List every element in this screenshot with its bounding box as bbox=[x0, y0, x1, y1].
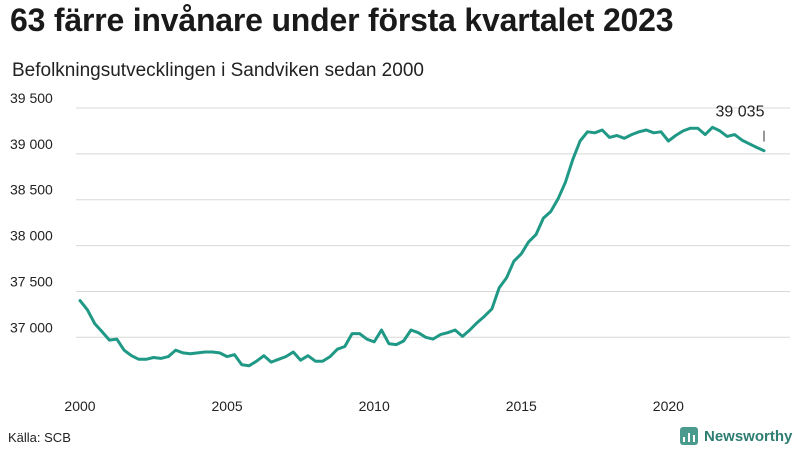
x-tick-label: 2015 bbox=[506, 398, 537, 414]
y-tick-label: 39 000 bbox=[10, 136, 53, 152]
end-value-label: 39 035 bbox=[716, 104, 765, 121]
x-axis-ticks: 2000 2005 2010 2015 2020 bbox=[64, 398, 684, 414]
population-line bbox=[78, 125, 766, 368]
y-tick-label: 38 500 bbox=[10, 182, 53, 198]
x-tick-label: 2000 bbox=[64, 398, 95, 414]
x-tick-label: 2005 bbox=[212, 398, 243, 414]
line-chart: 37 000 37 500 38 000 38 500 39 000 39 500 200… bbox=[10, 90, 790, 414]
brand-logo[interactable]: Newsworthy bbox=[680, 425, 792, 447]
source-note: Källa: SCB bbox=[8, 430, 71, 445]
chart-subtitle: Befolkningsutvecklingen i Sandviken seda… bbox=[12, 60, 424, 81]
y-axis-ticks: 37 000 37 500 38 000 38 500 39 000 39 500 bbox=[10, 90, 53, 335]
gridlines bbox=[76, 107, 790, 338]
y-tick-label: 38 000 bbox=[10, 228, 53, 244]
y-tick-label: 39 500 bbox=[10, 90, 53, 106]
y-tick-label: 37 000 bbox=[10, 319, 53, 335]
bar-chart-icon bbox=[680, 427, 698, 445]
chart-title: 63 färre invånare under första kvartalet… bbox=[10, 2, 674, 38]
brand-name: Newsworthy bbox=[704, 427, 793, 445]
x-tick-label: 2020 bbox=[653, 398, 684, 414]
y-tick-label: 37 500 bbox=[10, 273, 53, 289]
x-tick-label: 2010 bbox=[359, 398, 390, 414]
